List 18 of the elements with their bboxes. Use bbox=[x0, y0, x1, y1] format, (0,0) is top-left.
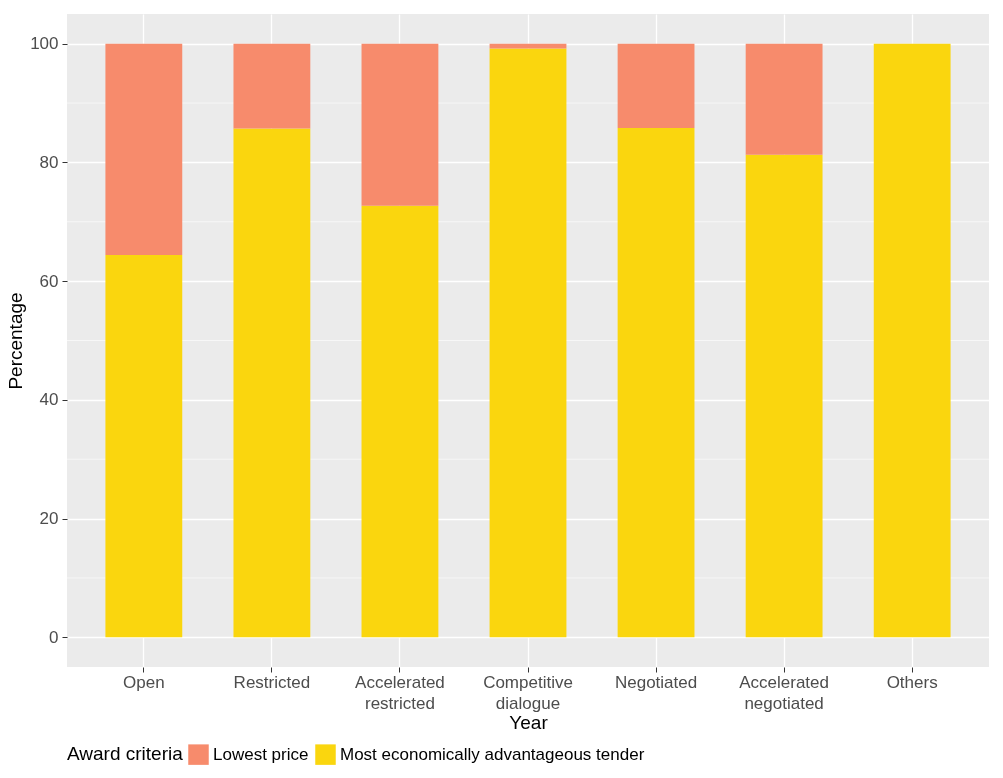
legend-label: Most economically advantageous tender bbox=[340, 744, 645, 764]
y-tick-label: 100 bbox=[30, 34, 59, 54]
x-axis-title: Year bbox=[509, 711, 549, 733]
legend-title: Award criteria bbox=[67, 743, 184, 764]
y-tick-label: 0 bbox=[49, 627, 59, 647]
x-tick-label: Restricted bbox=[233, 672, 311, 692]
x-tick-label: Others bbox=[886, 672, 938, 692]
y-axis-title: Percentage bbox=[5, 292, 27, 390]
y-tick-label: 80 bbox=[39, 152, 59, 172]
y-tick-label: 40 bbox=[39, 390, 59, 410]
legend-label: Lowest price bbox=[213, 744, 309, 764]
y-tick-label: 60 bbox=[39, 271, 59, 291]
x-tick-label: Accelerated restricted bbox=[355, 672, 445, 713]
x-tick-label: Accelerated negotiated bbox=[739, 672, 829, 713]
y-tick-label: 20 bbox=[39, 509, 59, 529]
x-tick-label: Negotiated bbox=[614, 672, 698, 692]
x-tick-label: Competitive dialogue bbox=[483, 672, 573, 713]
x-tick-label: Open bbox=[123, 672, 165, 692]
